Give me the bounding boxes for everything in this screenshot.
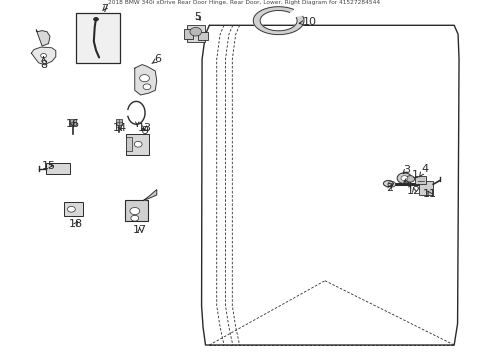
Text: 5: 5 (193, 12, 200, 22)
Text: 12: 12 (407, 186, 420, 196)
Text: 10: 10 (299, 17, 316, 27)
Bar (64, 202, 82, 216)
Circle shape (143, 84, 151, 90)
Text: 11: 11 (422, 189, 436, 199)
Text: 14: 14 (113, 123, 127, 133)
Bar (183, 29, 193, 39)
Text: 4: 4 (418, 164, 427, 177)
Text: 8: 8 (40, 57, 47, 69)
Polygon shape (253, 7, 304, 35)
Text: 16: 16 (66, 119, 80, 129)
Circle shape (67, 206, 75, 212)
Circle shape (140, 75, 149, 82)
Polygon shape (31, 47, 56, 65)
Circle shape (93, 17, 98, 21)
Bar (70, 119, 76, 125)
Polygon shape (383, 181, 392, 186)
Text: 13: 13 (137, 123, 151, 133)
Text: 1: 1 (403, 170, 418, 182)
Bar (125, 201, 148, 221)
Circle shape (405, 176, 414, 182)
Polygon shape (36, 30, 50, 46)
Text: 17: 17 (132, 225, 146, 235)
Bar (116, 118, 122, 125)
Circle shape (41, 54, 46, 58)
Text: 15: 15 (41, 161, 55, 171)
Text: 2: 2 (386, 183, 392, 193)
Circle shape (387, 181, 395, 187)
Bar (198, 32, 207, 40)
Circle shape (134, 141, 142, 147)
Circle shape (131, 215, 139, 221)
Polygon shape (143, 190, 157, 201)
Text: 18: 18 (69, 219, 83, 229)
Bar (76, 13, 120, 63)
Bar (126, 134, 149, 155)
Text: 3: 3 (402, 165, 409, 175)
Circle shape (130, 207, 140, 215)
Bar (126, 137, 132, 152)
Circle shape (400, 176, 407, 181)
Bar (186, 24, 205, 42)
Text: 2018 BMW 340i xDrive Rear Door Hinge, Rear Door, Lower, Right Diagram for 415272: 2018 BMW 340i xDrive Rear Door Hinge, Re… (108, 0, 380, 5)
Circle shape (189, 27, 201, 36)
Polygon shape (135, 64, 157, 95)
Text: 7: 7 (101, 4, 108, 14)
Bar (414, 176, 425, 184)
Circle shape (396, 173, 411, 184)
Bar (418, 181, 432, 195)
Text: 9: 9 (141, 126, 148, 136)
Text: 6: 6 (152, 54, 162, 64)
Bar (45, 163, 70, 174)
